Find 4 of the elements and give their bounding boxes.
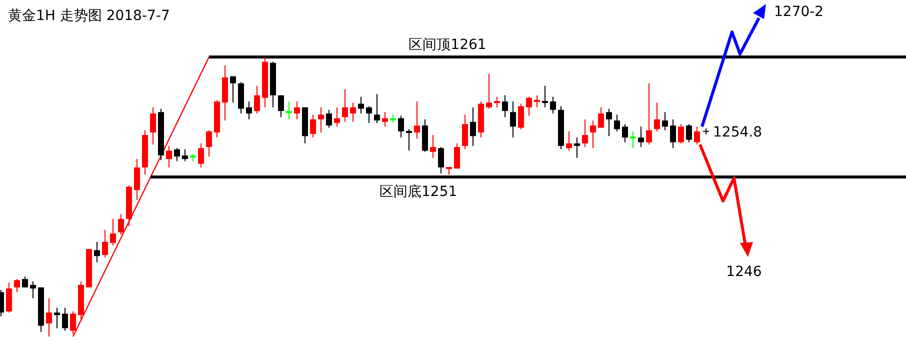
title: 黄金1H 走势图 2018-7-7 — [8, 8, 170, 24]
annotation-down: 1246 — [726, 264, 762, 280]
annotation-up: 1270-2 — [774, 4, 824, 20]
annotation-value: 1254.8 — [713, 124, 762, 140]
